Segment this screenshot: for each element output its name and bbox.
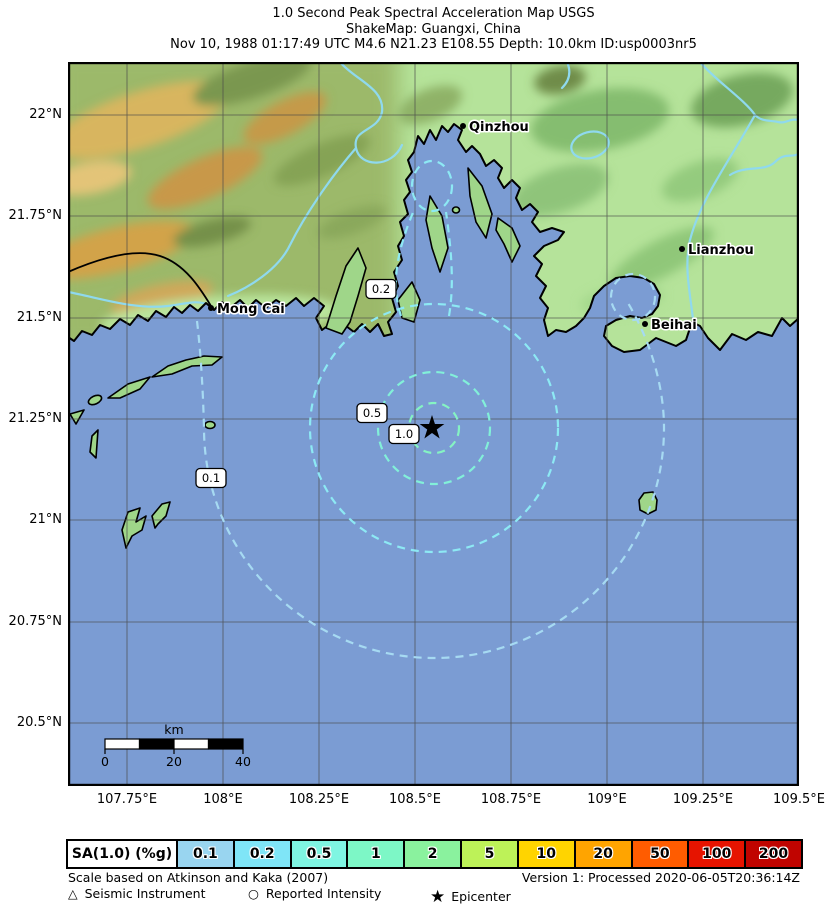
- islands: [69, 206, 658, 549]
- lat-tick-205: 20.5°N: [16, 715, 62, 730]
- legend-reported-label: Reported Intensity: [265, 886, 382, 901]
- shakemap-canvas: km 0 20 40 0.1 0.2 0.5 1.0: [68, 62, 799, 786]
- legend-seismic-instrument: △ Seismic Instrument: [68, 886, 206, 901]
- color-scale-cell-2: 2: [403, 841, 461, 867]
- title-line-3: Nov 10, 1988 01:17:49 UTC M4.6 N21.23 E1…: [170, 37, 697, 52]
- star-icon: ★: [430, 887, 446, 907]
- river-top-small: [560, 62, 571, 90]
- circle-icon: ○: [248, 886, 259, 901]
- scale-bar-20: 20: [166, 754, 182, 769]
- epicenter-star-icon: [419, 415, 445, 439]
- contour-0.2: [308, 302, 560, 554]
- city-label-mongcai: Mong Cai: [217, 302, 285, 317]
- color-scale-cell-10: 10: [516, 841, 574, 867]
- color-scale-cell-100: 100: [687, 841, 745, 867]
- lat-tick-215: 21.5°N: [16, 310, 62, 325]
- scale-bar-0: 0: [101, 754, 109, 769]
- island: [121, 507, 147, 549]
- river-qinjiang: [698, 62, 799, 124]
- triangle-icon: △: [68, 886, 78, 901]
- islet: [451, 206, 461, 214]
- legend-reported-intensity: ○ Reported Intensity: [248, 886, 381, 901]
- color-scale-label: SA(1.0) (%g): [68, 841, 176, 867]
- lon-tick-10925: 109.25°E: [672, 792, 734, 807]
- psa-contours: [195, 159, 666, 660]
- river-corner: [728, 152, 799, 177]
- map-title: 1.0 Second Peak Spectral Acceleration Ma…: [50, 6, 817, 53]
- island: [87, 394, 103, 406]
- lon-tick-10825: 108.25°E: [288, 792, 350, 807]
- river-estuary: [338, 62, 404, 164]
- contour-0.2-bay-west: [394, 209, 416, 317]
- city-label-qinzhou: Qinzhou: [469, 120, 529, 135]
- legend-epicenter: ★ Epicenter: [430, 886, 511, 907]
- contour-1.0: [407, 401, 461, 455]
- island: [107, 376, 151, 399]
- lat-tick-21: 21°N: [29, 512, 62, 527]
- city-label-lianzhou: Lianzhou: [688, 243, 754, 258]
- estuary-fingers: [325, 167, 521, 335]
- rivers: [68, 62, 799, 332]
- river-mongcai: [226, 146, 358, 298]
- title-line-2: ShakeMap: Guangxi, China: [346, 21, 521, 37]
- contour-label-0.2: 0.2: [372, 282, 390, 296]
- title-line-1: 1.0 Second Peak Spectral Acceleration Ma…: [272, 6, 595, 21]
- contour-0.2-bay-east: [444, 211, 453, 317]
- version-processed: Version 1: Processed 2020-06-05T20:36:14…: [521, 870, 800, 885]
- island: [151, 501, 171, 529]
- terrain-shading: [68, 62, 799, 352]
- lat-tick-2125: 21.25°N: [8, 411, 62, 426]
- city-dot-lianzhou: [679, 246, 685, 252]
- map-frame: [68, 62, 799, 786]
- color-scale-cell-5: 5: [460, 841, 517, 867]
- lat-tick-22: 22°N: [29, 107, 62, 122]
- river-east: [686, 113, 757, 332]
- legend-epicenter-label: Epicenter: [451, 889, 511, 904]
- contour-label-1.0: 1.0: [395, 427, 413, 441]
- city-dot-beihai: [642, 321, 648, 327]
- lon-tick-10875: 108.75°E: [480, 792, 542, 807]
- contour-label-0.5: 0.5: [363, 406, 381, 420]
- river-coastal-west: [68, 290, 208, 308]
- lon-tick-108: 108°E: [203, 792, 243, 807]
- city-dot-mongcai: [208, 305, 214, 311]
- scale-bar-40: 40: [235, 754, 251, 769]
- contour-0.1: [195, 302, 666, 660]
- city-label-beihai: Beihai: [651, 318, 697, 333]
- city-labels: Qinzhou Lianzhou Beihai Mong Cai: [208, 119, 755, 335]
- color-scale-cell-200: 200: [744, 841, 801, 867]
- color-scale-cell-50: 50: [630, 841, 688, 867]
- contour-0.2-bay-loop: [410, 159, 454, 213]
- city-dot-qinzhou: [460, 123, 466, 129]
- island: [151, 355, 223, 378]
- scale-bar-unit: km: [164, 722, 183, 737]
- lon-tick-10775: 107.75°E: [96, 792, 158, 807]
- grid-lines: [68, 62, 799, 786]
- contour-0.1-beihai-loop: [609, 272, 657, 322]
- scale-bar: km 0 20 40: [101, 722, 251, 769]
- reservoir-outline: [570, 130, 610, 160]
- color-scale-cell-1: 1: [346, 841, 404, 867]
- color-scale-cell-0.5: 0.5: [289, 841, 347, 867]
- island: [89, 429, 99, 459]
- psa-color-scale: SA(1.0) (%g) 0.1 0.2 0.5 1 2 5 10 20 50 …: [66, 839, 803, 869]
- contour-0.5: [376, 370, 492, 486]
- legend-seismic-label: Seismic Instrument: [84, 886, 206, 901]
- contour-value-labels: 0.1 0.2 0.5 1.0: [195, 278, 420, 489]
- color-scale-cell-0.2: 0.2: [232, 841, 290, 867]
- scale-credit: Scale based on Atkinson and Kaka (2007): [68, 870, 329, 885]
- color-scale-cell-20: 20: [573, 841, 631, 867]
- lat-tick-2075: 20.75°N: [8, 614, 62, 629]
- contour-label-0.1: 0.1: [202, 471, 220, 485]
- island: [204, 420, 216, 430]
- country-border: [68, 252, 212, 307]
- lon-tick-1085: 108.5°E: [389, 792, 441, 807]
- color-scale-cell-0.1: 0.1: [176, 841, 233, 867]
- lon-tick-109: 109°E: [587, 792, 627, 807]
- lat-tick-2175: 21.75°N: [8, 208, 62, 223]
- lon-tick-1095: 109.5°E: [773, 792, 825, 807]
